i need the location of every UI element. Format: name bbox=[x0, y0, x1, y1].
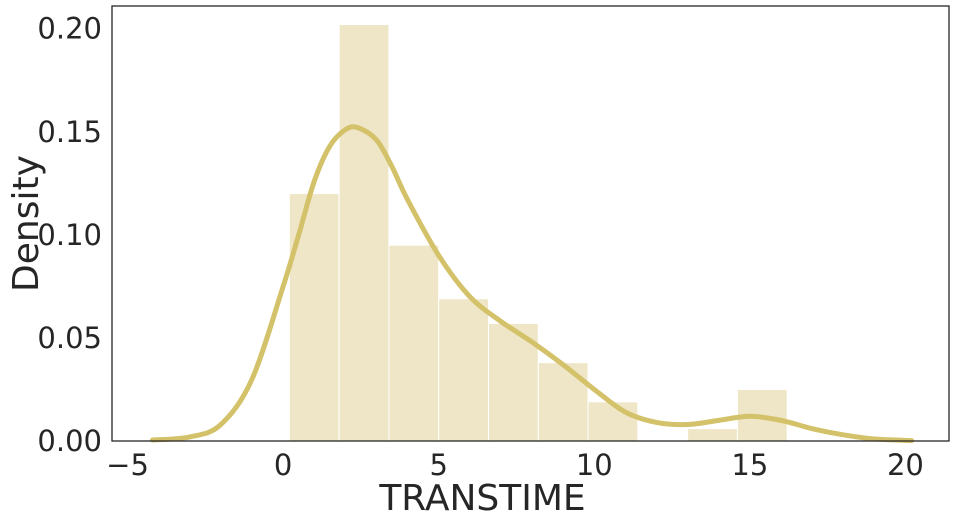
histogram-bar bbox=[537, 362, 589, 442]
y-tick-label: 0.10 bbox=[37, 218, 102, 252]
x-tick-label: 15 bbox=[731, 448, 768, 482]
histogram-bar bbox=[288, 193, 340, 442]
histogram-bar bbox=[338, 24, 390, 442]
x-tick-label: 10 bbox=[576, 448, 613, 482]
y-tick-label: 0.05 bbox=[37, 321, 102, 355]
x-tick-label: 20 bbox=[887, 448, 924, 482]
x-axis-ticks: −5 0 5 10 15 20 bbox=[106, 448, 924, 482]
histogram-bar bbox=[687, 428, 738, 442]
kde-curve bbox=[149, 124, 915, 444]
histogram-bar bbox=[438, 298, 489, 442]
y-tick-label: 0.00 bbox=[37, 424, 102, 458]
x-axis-title: TRANSTIME bbox=[378, 478, 585, 519]
histogram-bar bbox=[587, 401, 639, 442]
x-tick-label: −5 bbox=[106, 448, 149, 482]
y-axis-ticks: 0.00 0.05 0.10 0.15 0.20 bbox=[37, 12, 102, 458]
y-axis-title: Density bbox=[6, 155, 47, 292]
histogram-bars bbox=[288, 24, 788, 442]
x-tick-label: 5 bbox=[429, 448, 447, 482]
histogram-bar bbox=[388, 244, 440, 442]
x-tick-label: 0 bbox=[274, 448, 292, 482]
plot-area-frame bbox=[111, 5, 950, 442]
y-tick-label: 0.15 bbox=[37, 115, 102, 149]
y-tick-label: 0.20 bbox=[37, 12, 102, 46]
